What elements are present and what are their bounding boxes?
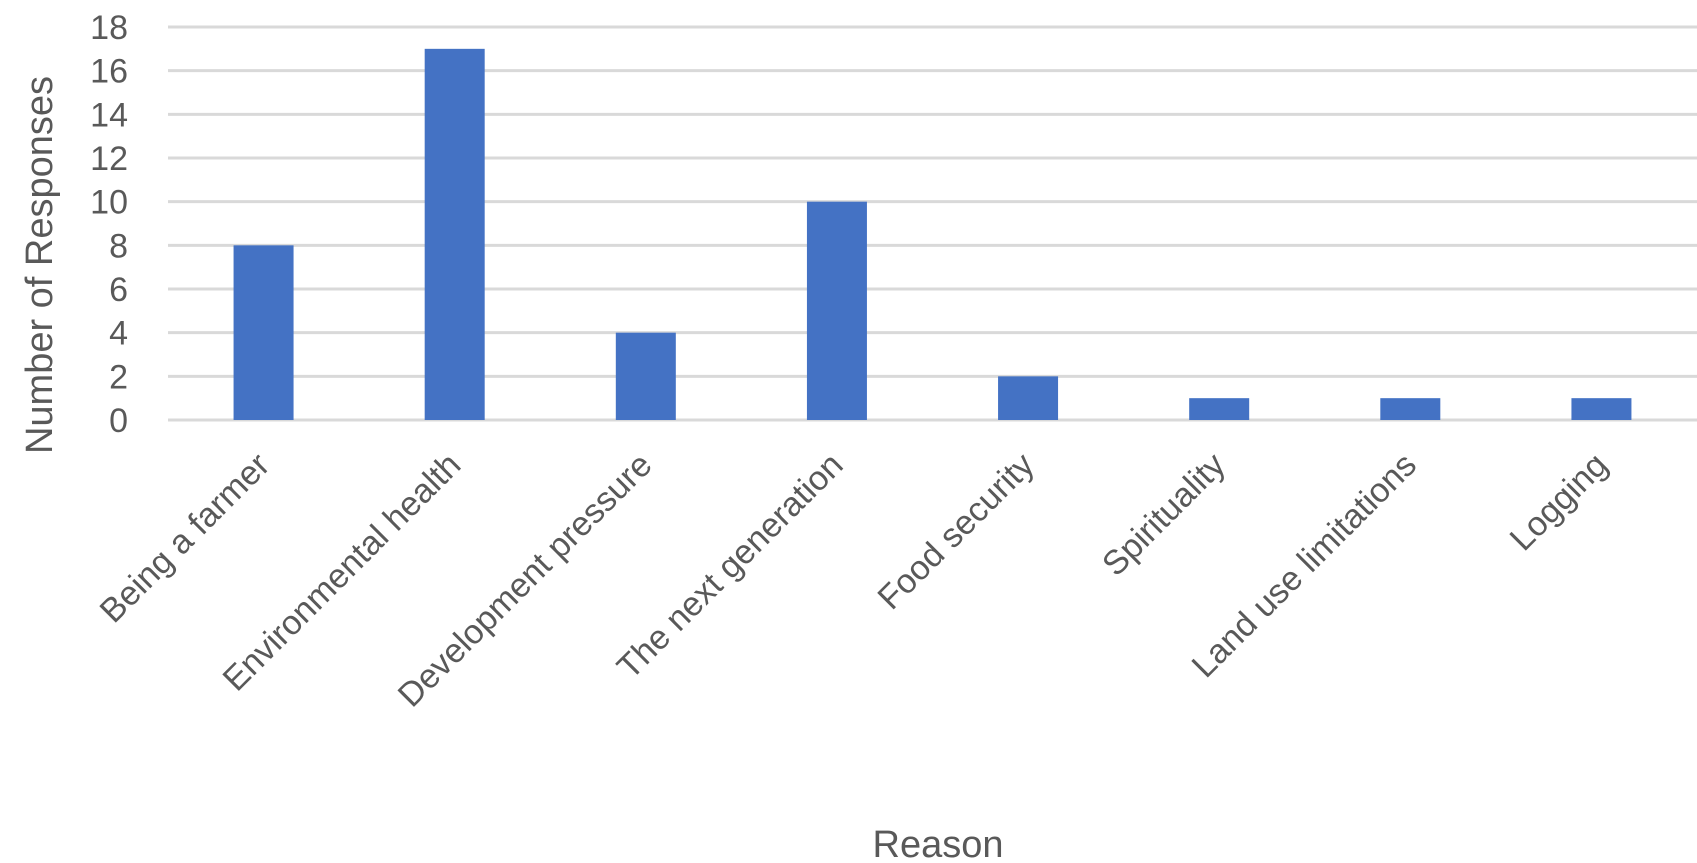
x-tick-label: Logging xyxy=(1503,446,1615,558)
y-tick-label: 8 xyxy=(109,227,128,265)
y-tick-label: 10 xyxy=(90,184,128,222)
gridlines xyxy=(168,25,1697,422)
y-tick-label: 16 xyxy=(90,53,128,91)
bar xyxy=(424,48,485,420)
y-axis-title: Number of Responses xyxy=(19,76,61,454)
bar xyxy=(1189,398,1250,420)
bar xyxy=(1571,398,1632,420)
x-tick-label: Spirituality xyxy=(1095,446,1233,584)
bars xyxy=(233,48,1632,420)
y-tick-label: 0 xyxy=(109,402,128,440)
bar xyxy=(998,376,1059,420)
y-tick-label: 12 xyxy=(90,140,128,178)
y-tick-label: 6 xyxy=(109,271,128,309)
y-tick-label: 2 xyxy=(109,358,128,396)
bar xyxy=(1380,398,1441,420)
bar xyxy=(615,332,676,420)
x-tick-label: Being a farmer xyxy=(93,446,278,631)
bar xyxy=(233,245,294,420)
y-tick-label: 18 xyxy=(90,9,128,47)
y-axis-ticks: 0 2 4 6 8 10 12 14 16 18 xyxy=(90,9,128,440)
x-axis-title: Reason xyxy=(873,824,1004,863)
x-tick-label: Food security xyxy=(871,446,1042,617)
bar xyxy=(806,201,867,420)
y-tick-label: 14 xyxy=(90,96,128,134)
y-tick-label: 4 xyxy=(109,315,128,353)
